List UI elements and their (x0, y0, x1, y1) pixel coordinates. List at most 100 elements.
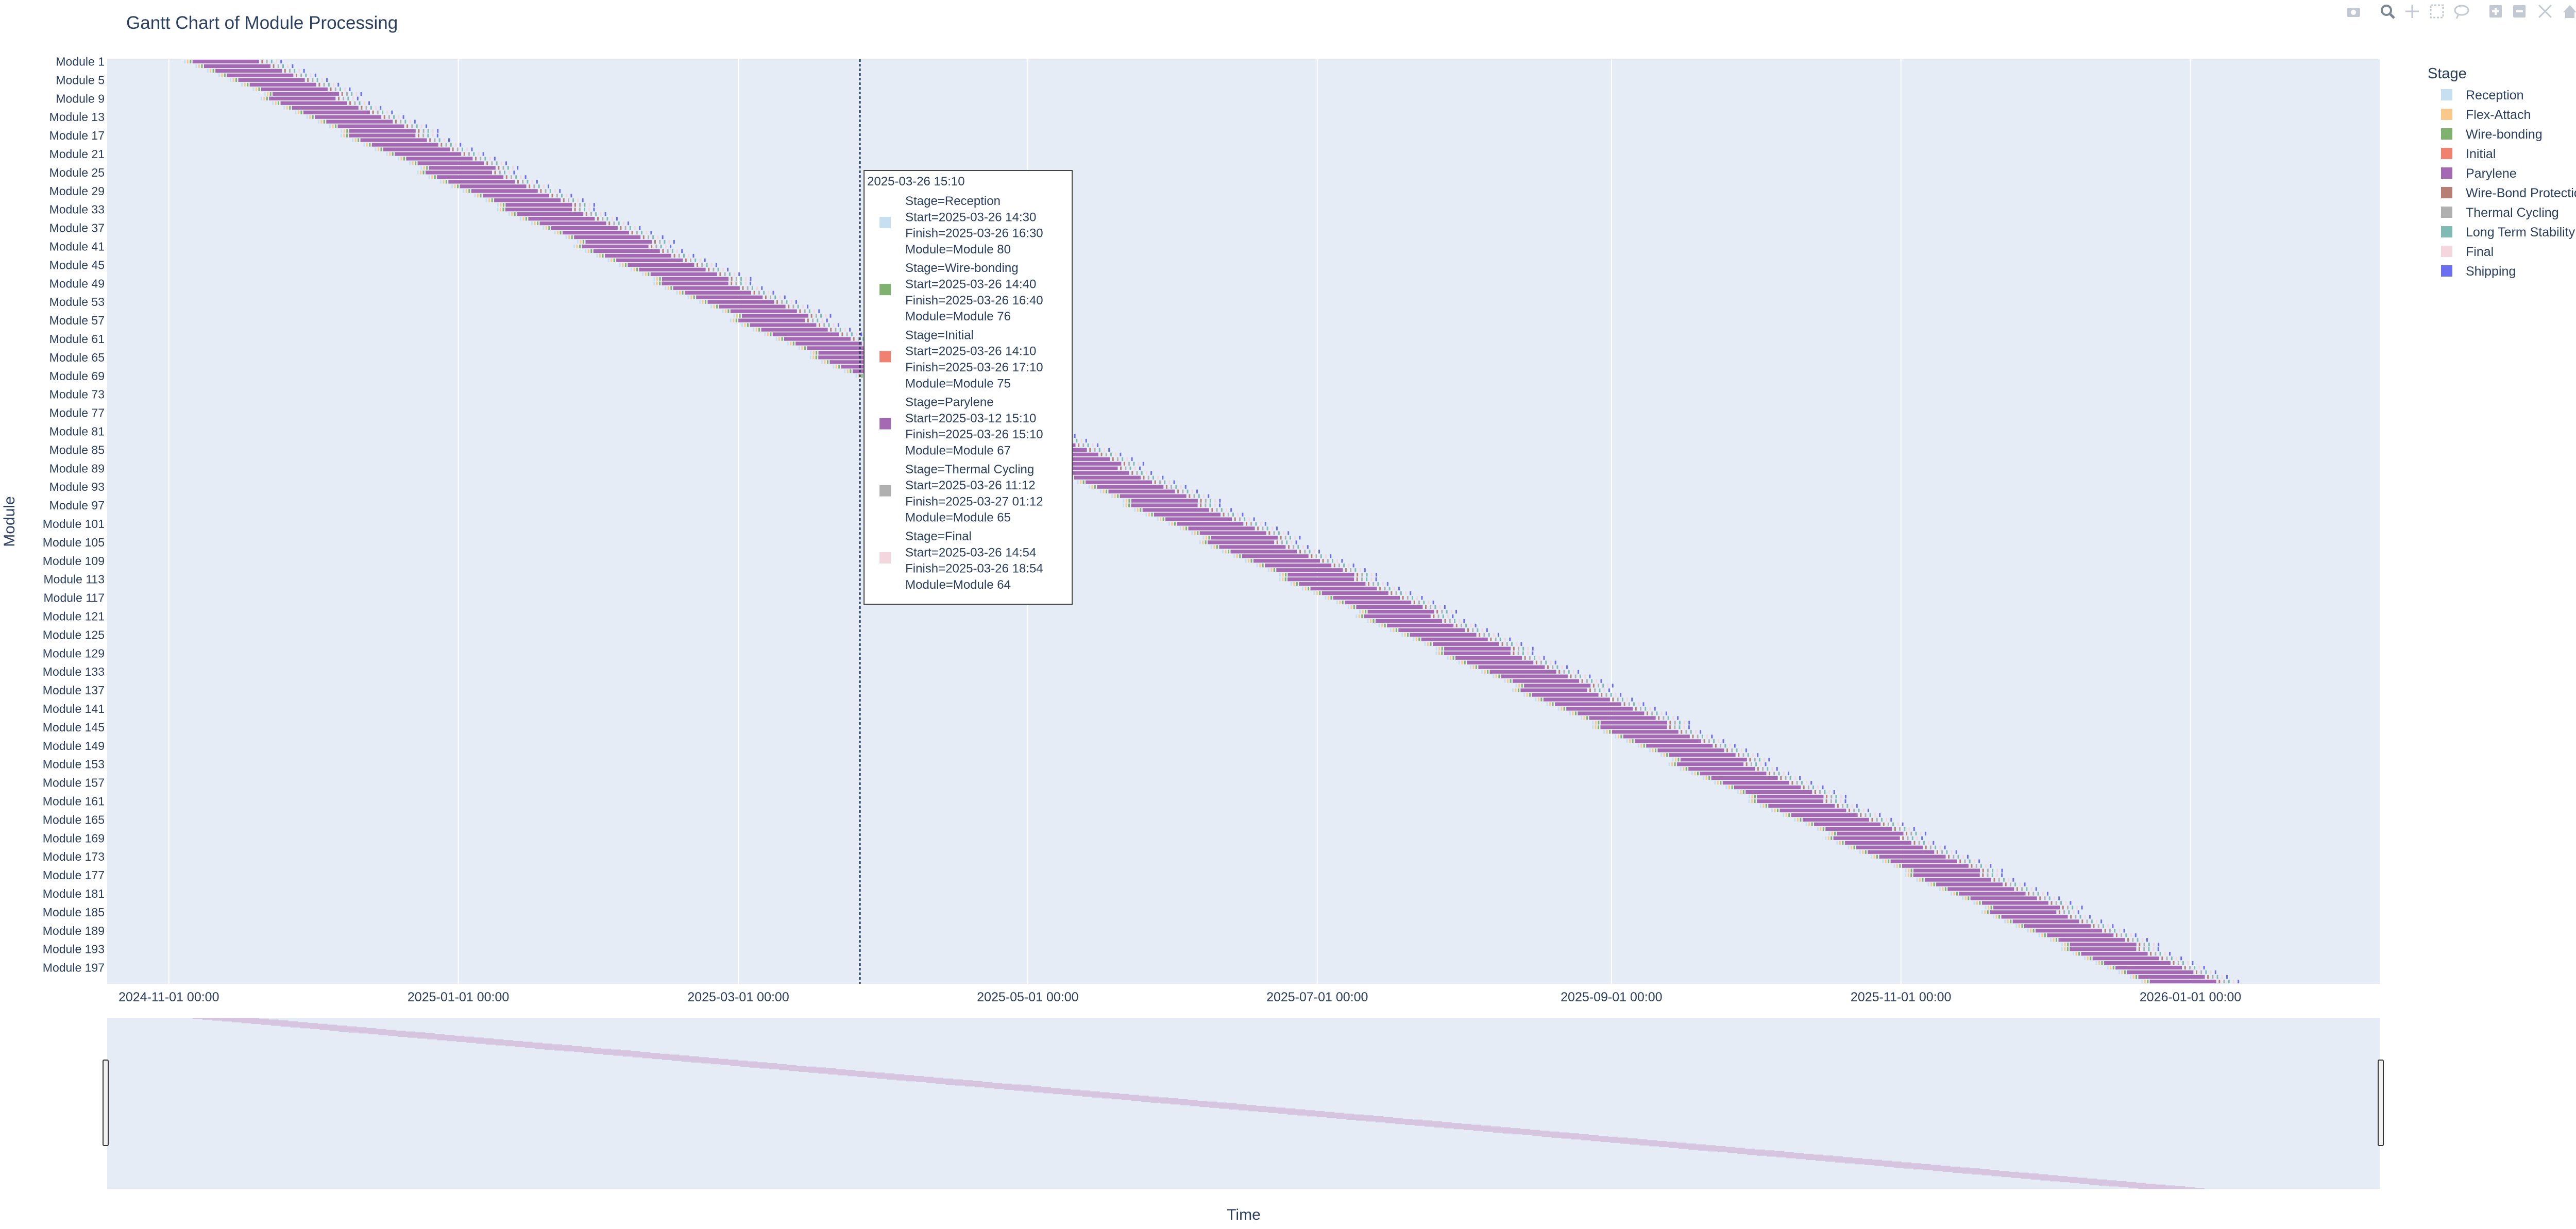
gantt-bar[interactable] (1893, 864, 1895, 868)
gantt-bar[interactable] (1584, 674, 1586, 678)
gantt-bar[interactable] (1998, 878, 2000, 882)
gantt-bar[interactable] (1413, 600, 1415, 605)
gantt-bar[interactable] (1281, 540, 1283, 544)
gantt-bar[interactable] (438, 138, 440, 142)
gantt-bar[interactable] (337, 96, 340, 100)
gantt-bar[interactable] (321, 78, 323, 82)
gantt-bar[interactable] (1794, 776, 1796, 780)
gantt-bar[interactable] (1694, 772, 1696, 776)
gantt-bar[interactable] (1546, 702, 1548, 706)
gantt-bar[interactable] (1370, 577, 1372, 582)
gantt-bar[interactable] (1372, 582, 1375, 586)
gantt-bar[interactable] (1964, 859, 1966, 863)
gantt-bar[interactable] (2048, 896, 2050, 900)
gantt-bar[interactable] (365, 106, 367, 110)
gantt-bar[interactable] (1581, 679, 1583, 683)
gantt-bar[interactable] (397, 157, 399, 161)
gantt-bar[interactable] (1483, 633, 1485, 637)
gantt-bar[interactable] (1688, 721, 1690, 725)
gantt-bar[interactable] (370, 106, 372, 110)
gantt-bar[interactable] (835, 365, 837, 369)
gantt-bar[interactable] (856, 332, 858, 336)
gantt-bar[interactable] (1145, 471, 1147, 475)
gantt-bar[interactable] (804, 346, 806, 350)
gantt-bar[interactable] (343, 133, 345, 138)
gantt-bar[interactable] (1361, 577, 1363, 582)
gantt-bar[interactable] (1159, 480, 1161, 484)
gantt-bar[interactable] (363, 101, 365, 105)
gantt-bar[interactable] (1620, 735, 1622, 739)
gantt-bar[interactable] (1498, 633, 1500, 637)
gantt-bar[interactable] (346, 133, 348, 138)
gantt-bar[interactable] (1105, 452, 1107, 456)
gantt-bar[interactable] (818, 309, 820, 313)
gantt-bar[interactable] (1933, 841, 1935, 845)
gantt-bar[interactable] (1936, 850, 1938, 854)
gantt-bar[interactable] (1297, 545, 1299, 549)
gantt-bar[interactable] (1905, 873, 1907, 877)
gantt-bar[interactable] (1157, 517, 1159, 521)
gantt-bar[interactable] (611, 258, 613, 263)
gantt-bar[interactable] (1205, 503, 1207, 507)
gantt-bar[interactable] (1386, 582, 1388, 586)
gantt-bar[interactable] (576, 244, 578, 249)
gantt-bar[interactable] (1123, 503, 1125, 507)
gantt-bar[interactable] (1713, 739, 1715, 743)
gantt-bar[interactable] (1833, 790, 1835, 794)
gantt-bar[interactable] (1591, 725, 1594, 729)
gantt-bar-parylene[interactable] (1242, 554, 1309, 558)
gantt-bar[interactable] (1322, 559, 1324, 563)
gantt-bar[interactable] (1820, 827, 1822, 831)
gantt-bar[interactable] (1982, 873, 1984, 877)
gantt-bar[interactable] (1074, 434, 1076, 438)
gantt-bar[interactable] (835, 328, 837, 332)
gantt-bar[interactable] (2050, 901, 2053, 905)
gantt-bar[interactable] (1331, 559, 1333, 563)
gantt-bar[interactable] (1481, 628, 1483, 633)
gantt-bar[interactable] (2038, 933, 2040, 937)
gantt-bar[interactable] (2212, 975, 2214, 979)
gantt-bar[interactable] (2171, 957, 2173, 961)
gantt-bar[interactable] (529, 184, 531, 189)
gantt-bar-parylene[interactable] (784, 337, 851, 341)
gantt-bar[interactable] (1405, 591, 1407, 595)
gantt-bar[interactable] (1950, 892, 1952, 896)
gantt-bar[interactable] (1524, 656, 1526, 660)
gantt-bar[interactable] (1985, 864, 1987, 868)
gantt-bar[interactable] (1454, 619, 1456, 623)
gantt-bar[interactable] (801, 346, 803, 350)
gantt-bar[interactable] (1910, 868, 1912, 873)
gantt-bar[interactable] (1765, 762, 1767, 766)
gantt-bar[interactable] (573, 244, 575, 249)
gantt-bar[interactable] (1318, 550, 1320, 554)
gantt-bar[interactable] (277, 64, 279, 69)
gantt-bar[interactable] (1384, 623, 1386, 628)
gantt-bar-parylene[interactable] (1321, 591, 1388, 595)
gantt-bar[interactable] (230, 78, 232, 82)
gantt-bar[interactable] (786, 300, 788, 304)
gantt-bar[interactable] (2001, 868, 2003, 873)
gantt-bar[interactable] (1887, 822, 1889, 826)
gantt-bar[interactable] (587, 249, 589, 253)
gantt-bar[interactable] (727, 267, 729, 271)
legend[interactable]: ReceptionFlex-AttachWire-bondingInitialP… (2441, 88, 2576, 279)
gantt-bar-parylene[interactable] (730, 309, 797, 313)
gantt-bar[interactable] (724, 309, 726, 313)
gantt-bar[interactable] (284, 69, 286, 73)
gantt-bar[interactable] (2091, 919, 2093, 924)
gantt-bar[interactable] (2200, 970, 2202, 975)
gantt-bar[interactable] (1769, 772, 1771, 776)
gantt-bar[interactable] (1339, 600, 1341, 605)
gantt-bar[interactable] (343, 96, 345, 100)
gantt-bar[interactable] (491, 161, 493, 165)
gantt-bar-parylene[interactable] (818, 351, 885, 355)
gantt-bar[interactable] (1955, 850, 1957, 854)
gantt-bar[interactable] (1361, 614, 1363, 619)
gantt-bar[interactable] (1313, 550, 1315, 554)
gantt-bar[interactable] (2153, 943, 2155, 947)
gantt-bar-parylene[interactable] (1131, 503, 1198, 507)
gantt-bar[interactable] (788, 304, 790, 309)
gantt-bar[interactable] (1566, 665, 1568, 669)
gantt-bar-parylene[interactable] (582, 244, 649, 249)
gantt-bar[interactable] (1336, 600, 1338, 605)
